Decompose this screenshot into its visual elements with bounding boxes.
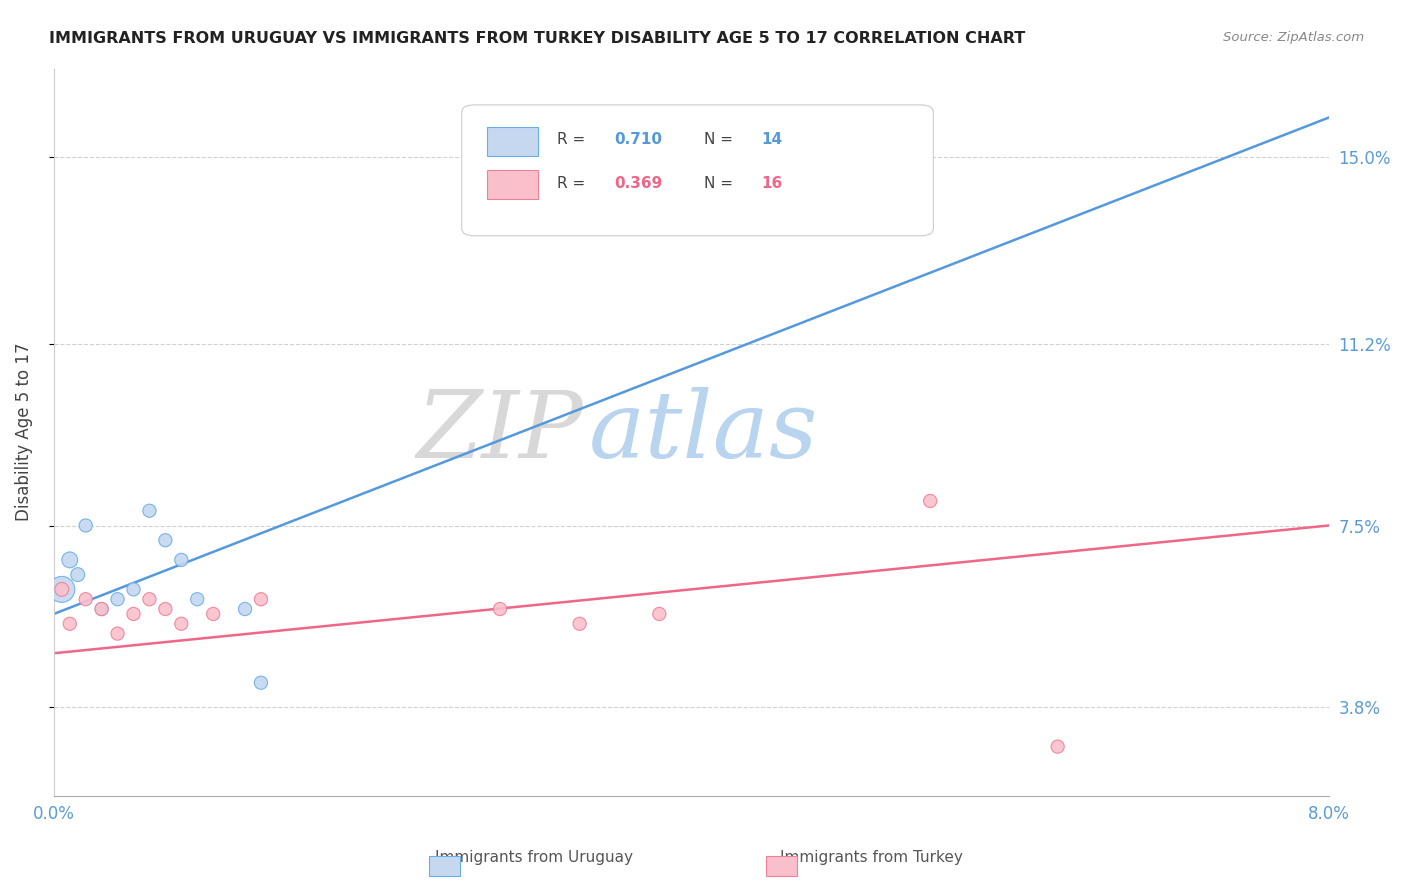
Text: atlas: atlas (589, 387, 818, 477)
Point (155, 533, 177, 548)
Text: Immigrants from Uruguay: Immigrants from Uruguay (436, 850, 633, 865)
Point (107, 592, 129, 607)
Text: R =: R = (557, 176, 591, 191)
Point (489, 602, 512, 616)
Point (138, 592, 160, 607)
Point (122, 582, 145, 597)
Point (138, 504, 160, 518)
Point (250, 592, 273, 607)
Text: IMMIGRANTS FROM URUGUAY VS IMMIGRANTS FROM TURKEY DISABILITY AGE 5 TO 17 CORRELA: IMMIGRANTS FROM URUGUAY VS IMMIGRANTS FR… (49, 31, 1025, 46)
Point (250, 675, 273, 690)
Point (51, 582, 73, 597)
Text: Source: ZipAtlas.com: Source: ZipAtlas.com (1223, 31, 1364, 45)
Text: 0.710: 0.710 (614, 132, 662, 147)
Point (107, 626, 129, 640)
Point (90, 602, 112, 616)
Point (648, 607, 671, 621)
Point (155, 602, 177, 616)
Point (568, 616, 591, 631)
Point (170, 553, 193, 567)
Point (75, 518, 97, 533)
Point (59, 616, 82, 631)
Text: N =: N = (704, 132, 738, 147)
Text: 16: 16 (761, 176, 783, 191)
Text: Immigrants from Turkey: Immigrants from Turkey (780, 850, 963, 865)
Text: ZIP: ZIP (416, 387, 583, 477)
Text: N =: N = (704, 176, 738, 191)
Point (51, 582, 73, 597)
FancyBboxPatch shape (461, 105, 934, 235)
Text: 0.369: 0.369 (614, 176, 664, 191)
Point (920, 494, 942, 508)
Point (75, 592, 97, 607)
Point (1046, 739, 1069, 754)
Point (170, 616, 193, 631)
Point (186, 592, 208, 607)
Point (202, 607, 225, 621)
Point (90, 602, 112, 616)
Point (66, 567, 89, 582)
Point (233, 602, 256, 616)
Point (122, 607, 145, 621)
Text: R =: R = (557, 132, 591, 147)
Bar (488, 170, 538, 200)
Y-axis label: Disability Age 5 to 17: Disability Age 5 to 17 (15, 343, 32, 522)
Text: 14: 14 (761, 132, 782, 147)
Point (903, 199, 925, 213)
Point (59, 553, 82, 567)
Bar (488, 127, 538, 156)
